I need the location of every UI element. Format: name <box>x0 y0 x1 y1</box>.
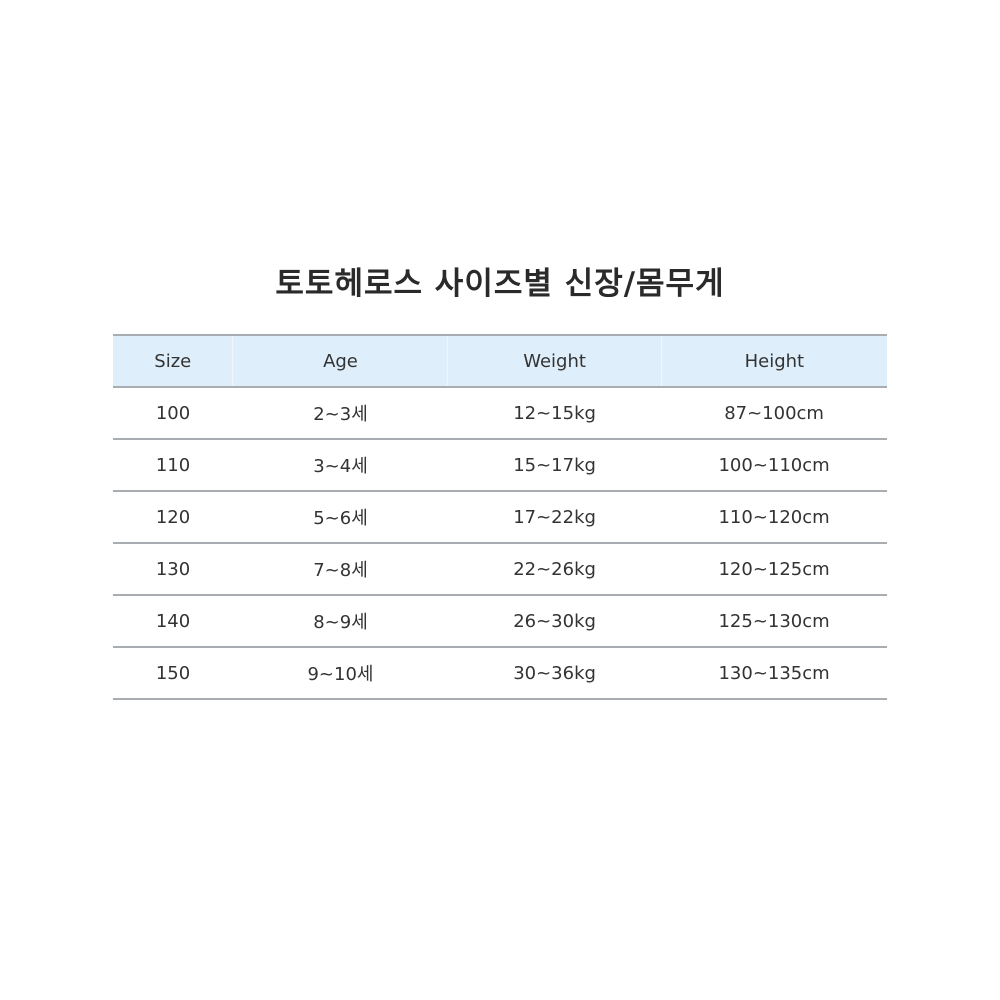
table-row: 150 9~10세 30~36kg 130~135cm <box>113 647 887 699</box>
table-row: 100 2~3세 12~15kg 87~100cm <box>113 387 887 439</box>
column-header-age: Age <box>232 335 449 387</box>
cell-weight: 26~30kg <box>513 610 596 632</box>
cell-weight: 22~26kg <box>513 558 596 580</box>
cell-age: 9~10세 <box>307 664 374 685</box>
cell-height: 120~125cm <box>718 558 830 580</box>
cell-height: 100~110cm <box>718 454 830 476</box>
table-row: 120 5~6세 17~22kg 110~120cm <box>113 491 887 543</box>
cell-age: 5~6세 <box>313 508 368 529</box>
cell-weight: 30~36kg <box>513 662 596 684</box>
cell-size: 120 <box>155 506 191 528</box>
cell-height: 110~120cm <box>718 506 830 528</box>
cell-age: 8~9세 <box>313 612 368 633</box>
cell-height: 130~135cm <box>718 662 830 684</box>
cell-weight: 12~15kg <box>513 402 596 424</box>
cell-age: 2~3세 <box>313 404 368 425</box>
cell-age: 3~4세 <box>313 456 368 477</box>
cell-size: 140 <box>155 610 191 632</box>
column-header-size: Size <box>113 335 234 387</box>
cell-weight: 17~22kg <box>513 506 596 528</box>
cell-age: 7~8세 <box>313 560 368 581</box>
cell-height: 87~100cm <box>724 402 824 424</box>
cell-size: 150 <box>155 662 191 684</box>
cell-size: 100 <box>155 402 191 424</box>
table-row: 130 7~8세 22~26kg 120~125cm <box>113 543 887 595</box>
table-header-row: Size Age Weight Height <box>113 335 887 387</box>
page-title: 토토헤로스 사이즈별 신장/몸무게 <box>275 266 725 302</box>
column-header-height: Height <box>744 350 805 372</box>
cell-size: 110 <box>155 454 191 476</box>
size-table: Size Age Weight Height 100 2~3세 12~15kg 87~100… <box>113 334 887 700</box>
cell-size: 130 <box>155 558 191 580</box>
cell-height: 125~130cm <box>718 610 830 632</box>
table-row: 140 8~9세 26~30kg 125~130cm <box>113 595 887 647</box>
cell-weight: 15~17kg <box>513 454 596 476</box>
column-header-weight: Weight <box>447 335 662 387</box>
table-row: 110 3~4세 15~17kg 100~110cm <box>113 439 887 491</box>
